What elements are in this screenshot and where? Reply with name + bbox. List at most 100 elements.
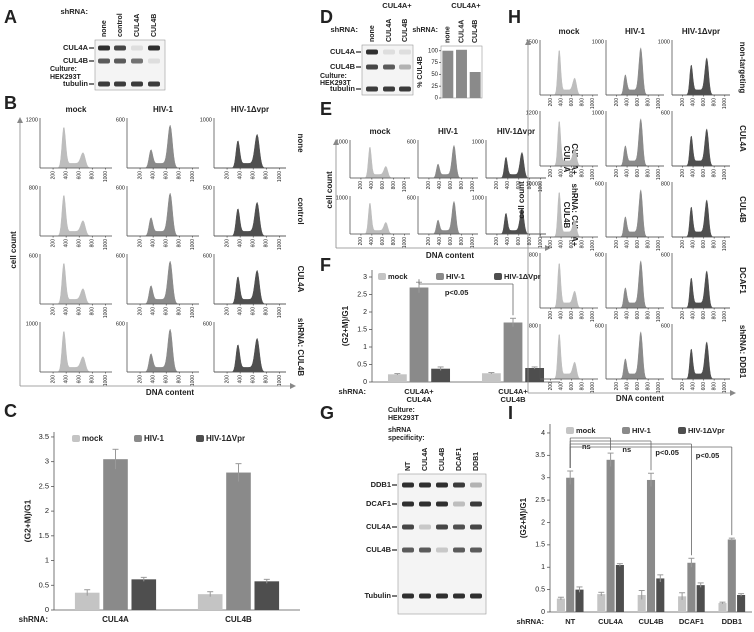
bar	[131, 579, 157, 610]
x-tick-label: 400	[624, 240, 630, 249]
band	[399, 86, 411, 92]
y-tick-label: 0.5	[39, 580, 49, 589]
bar	[597, 594, 606, 612]
legend-label: HIV-1ΔVpr	[688, 426, 725, 435]
y-tick-label: 3	[541, 475, 545, 482]
band	[114, 45, 126, 51]
arrow-head	[545, 245, 551, 251]
y-tick-label: 600	[661, 252, 670, 258]
x-tick-label: 800	[264, 375, 270, 384]
group-label: CUL4A+	[451, 1, 481, 10]
annotation: p<0.05	[445, 288, 469, 297]
band	[114, 58, 126, 64]
x-tick-label: 400	[690, 98, 696, 107]
lane-label: CUL4A	[386, 19, 393, 42]
x-tick-label: 800	[177, 307, 183, 316]
x-tick-label: 800	[646, 240, 652, 249]
x-tick-label: 200	[50, 239, 56, 248]
y-tick-label: 3	[363, 274, 367, 281]
lane-label: DCAF1	[456, 448, 463, 471]
x-tick-label: CUL4A	[598, 617, 624, 626]
histogram	[40, 195, 112, 237]
legend-label: mock	[576, 426, 596, 435]
histogram	[486, 207, 546, 235]
row-label: shRNA: DDB1	[738, 325, 747, 379]
x-tick-label: 1000	[190, 171, 196, 182]
legend-swatch	[436, 273, 444, 280]
band	[148, 58, 160, 64]
x-tick-label: 400	[558, 240, 564, 249]
band	[131, 58, 143, 64]
x-tick-label: 200	[680, 169, 686, 178]
row-label: shRNA: CUL4A+	[570, 184, 579, 247]
x-tick-label: 400	[624, 311, 630, 320]
column-header: mock	[66, 105, 87, 114]
y-tick-label: 600	[595, 323, 604, 329]
x-tick-label: 400	[690, 382, 696, 391]
x-tick-label: CUL4A	[406, 395, 432, 404]
bar	[74, 592, 100, 610]
band	[402, 482, 414, 488]
histogram	[40, 127, 112, 169]
band-label: Tubulin	[364, 591, 391, 600]
bar	[718, 603, 727, 612]
band	[436, 547, 448, 553]
bar	[727, 539, 736, 612]
legend-label: HIV-1ΔVpr	[206, 434, 245, 443]
culture: HEK293T	[388, 415, 419, 422]
x-tick-label: 400	[64, 375, 70, 384]
x-prefix: shRNA:	[19, 615, 48, 624]
axis-label: cell count	[517, 181, 526, 219]
lane-label: DDB1	[473, 452, 480, 471]
band-label: CUL4B	[63, 56, 89, 65]
band	[419, 547, 431, 553]
y-tick-label: 1000	[526, 181, 538, 187]
x-tick-label: 1000	[190, 307, 196, 318]
legend-swatch	[378, 273, 386, 280]
x-tick-label: 800	[712, 240, 718, 249]
band	[114, 81, 126, 87]
histogram	[672, 56, 730, 96]
arrow-head	[17, 117, 23, 123]
band	[399, 49, 411, 55]
x-tick-label: 400	[151, 307, 157, 316]
bar	[566, 477, 575, 612]
x-tick-label: 200	[224, 171, 230, 180]
band	[98, 81, 110, 87]
band	[436, 524, 448, 530]
y-tick-label: 800	[529, 323, 538, 329]
band-label: DCAF1	[366, 499, 391, 508]
x-tick-label: 200	[224, 307, 230, 316]
x-tick-label: 1000	[470, 181, 476, 192]
panel-letter: B	[4, 93, 17, 113]
shrna-label: shRNA:	[331, 25, 359, 34]
x-tick-label: 200	[680, 382, 686, 391]
lane-label: CUL4A	[422, 448, 429, 471]
band	[98, 45, 110, 51]
y-tick-label: 25	[431, 84, 438, 90]
histogram	[672, 269, 730, 309]
x-tick-label: 800	[712, 169, 718, 178]
y-tick-label: 1000	[592, 110, 604, 116]
y-tick-label: 1000	[472, 195, 484, 201]
histogram	[350, 203, 410, 235]
band	[366, 49, 378, 55]
y-tick-label: 75	[431, 60, 438, 66]
arrow-head	[730, 390, 736, 396]
y-tick-label: 3.5	[535, 452, 545, 459]
y-tick-label: 1000	[592, 39, 604, 45]
x-tick-label: 600	[77, 239, 83, 248]
bar	[687, 562, 696, 612]
column-header: HIV-1Δvpr	[497, 127, 535, 136]
x-tick-label: 1000	[656, 382, 662, 393]
x-tick-label: 800	[527, 181, 533, 190]
x-tick-label: 200	[50, 171, 56, 180]
y-tick-label: 1500	[526, 39, 538, 45]
y-tick-label: 50	[431, 72, 438, 78]
band	[470, 593, 482, 599]
lane-label: CUL4A	[134, 14, 141, 37]
x-tick-label: 400	[238, 239, 244, 248]
x-tick-label: 400	[238, 307, 244, 316]
x-tick-label: 1000	[277, 375, 283, 386]
band	[399, 64, 411, 70]
